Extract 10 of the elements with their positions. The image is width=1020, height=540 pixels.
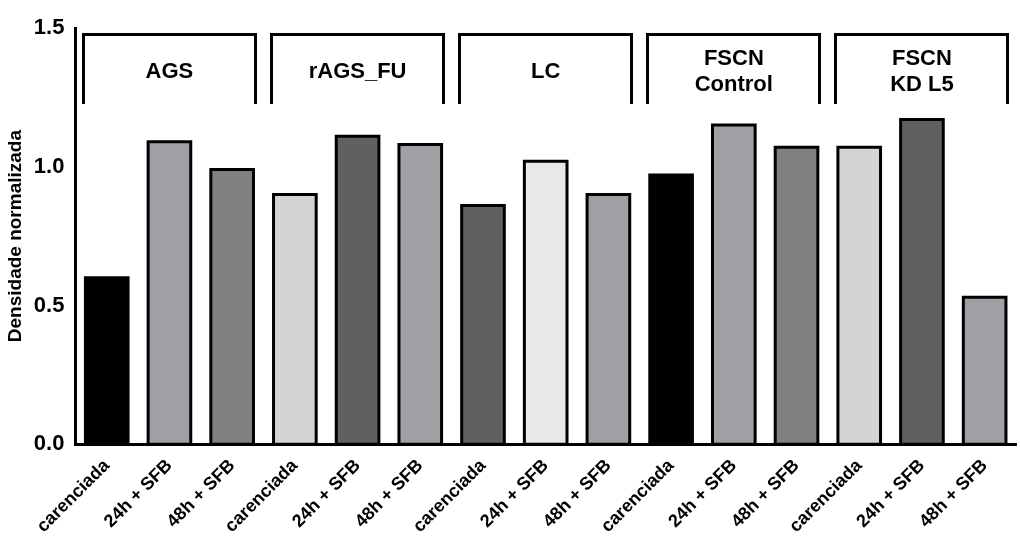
y-tick-label: 1.0 <box>33 152 65 178</box>
annotation: FSCN KD L5 <box>890 45 954 97</box>
y-tick-label: 1.5 <box>33 14 65 40</box>
y-tick-label: 0.5 <box>33 291 65 317</box>
annotation: rAGS_FU <box>308 58 407 84</box>
annotation: LC <box>531 58 561 84</box>
annotation: FSCN Control <box>694 45 773 97</box>
y-axis-title: Densidade normalizada <box>3 129 25 343</box>
y-tick-label: 0.0 <box>33 430 65 456</box>
annotation: AGS <box>145 58 194 84</box>
